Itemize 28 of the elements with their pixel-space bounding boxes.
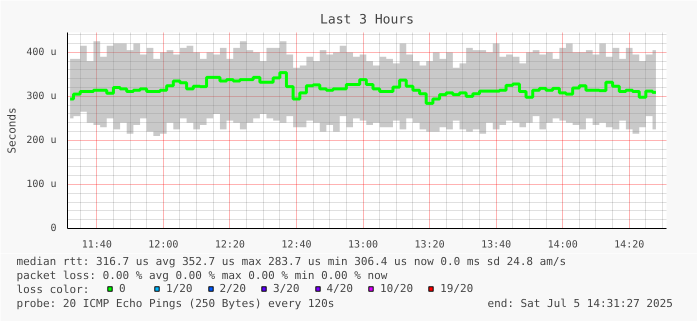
chart-title: Last 3 Hours <box>320 12 414 28</box>
y-tick-label: 400 u <box>26 46 57 58</box>
y-tick-label: 200 u <box>26 134 57 146</box>
text: packet loss: 0.00 % avg 0.00 % max 0.00 % min 0.00 % now <box>16 269 388 282</box>
x-tick-label: 12:40 <box>281 240 312 250</box>
legend-label: 4/20 <box>326 282 353 295</box>
legend-label: 1/20 <box>166 282 192 295</box>
x-tick-label: 12:20 <box>214 240 245 250</box>
text: median rtt: 316.7 us avg 352.7 us max 283.7 us min 306.4 us now 0.0 ms sd 24.8 am/s <box>16 255 566 268</box>
text: probe: 20 ICMP Echo Pings (250 Bytes) every 120s <box>16 297 334 310</box>
legend-label: 19/20 <box>440 282 474 295</box>
x-tick-label: 13:00 <box>348 240 378 250</box>
x-tick-label: 11:40 <box>82 240 112 250</box>
text: end: Sat Jul 5 14:31:27 2025 <box>487 297 673 310</box>
y-tick-label: 100 u <box>26 178 57 190</box>
legend-label: 3/20 <box>273 282 300 295</box>
y-axis-title: Seconds <box>5 107 18 154</box>
x-tick-label: 13:40 <box>481 240 512 250</box>
legend-label: 2/20 <box>220 282 246 295</box>
x-tick-label: 13:20 <box>414 240 445 250</box>
legend-label: 0 <box>119 282 127 295</box>
x-tick-label: 14:00 <box>548 240 578 250</box>
y-tick-label: 300 u <box>26 90 57 102</box>
x-tick-label: 14:20 <box>614 240 644 250</box>
x-tick-label: 12:00 <box>148 240 178 250</box>
legend-title: loss color: <box>16 283 90 296</box>
legend-label: 10/20 <box>380 282 414 295</box>
y-tick-label: 0 <box>50 223 57 234</box>
